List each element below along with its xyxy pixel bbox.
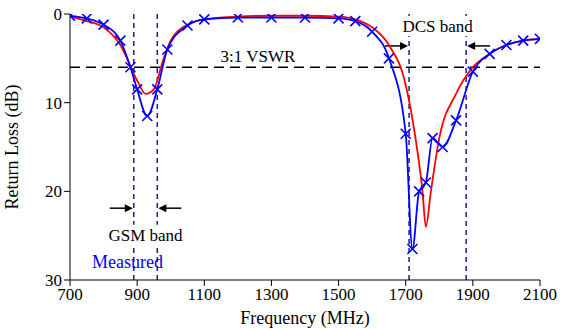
svg-text:1500: 1500 (322, 285, 356, 304)
svg-text:10: 10 (45, 94, 62, 113)
svg-text:3:1 VSWR: 3:1 VSWR (221, 47, 296, 66)
svg-text:20: 20 (45, 182, 62, 201)
svg-text:2100: 2100 (523, 285, 557, 304)
svg-text:Return Loss (dB): Return Loss (dB) (2, 85, 23, 210)
svg-text:1100: 1100 (188, 285, 221, 304)
svg-text:900: 900 (124, 285, 150, 304)
svg-text:Frequency (MHz): Frequency (MHz) (240, 308, 369, 329)
svg-text:30: 30 (45, 271, 62, 290)
svg-text:DCS band: DCS band (402, 17, 473, 36)
svg-text:1300: 1300 (254, 285, 288, 304)
html-text:Measured: Measured (92, 252, 163, 272)
svg-text:700: 700 (57, 285, 83, 305)
svg-text:1900: 1900 (456, 285, 490, 304)
svg-text:0: 0 (54, 5, 63, 24)
svg-text:GSM band: GSM band (108, 226, 183, 245)
svg-text:1700: 1700 (389, 285, 423, 304)
